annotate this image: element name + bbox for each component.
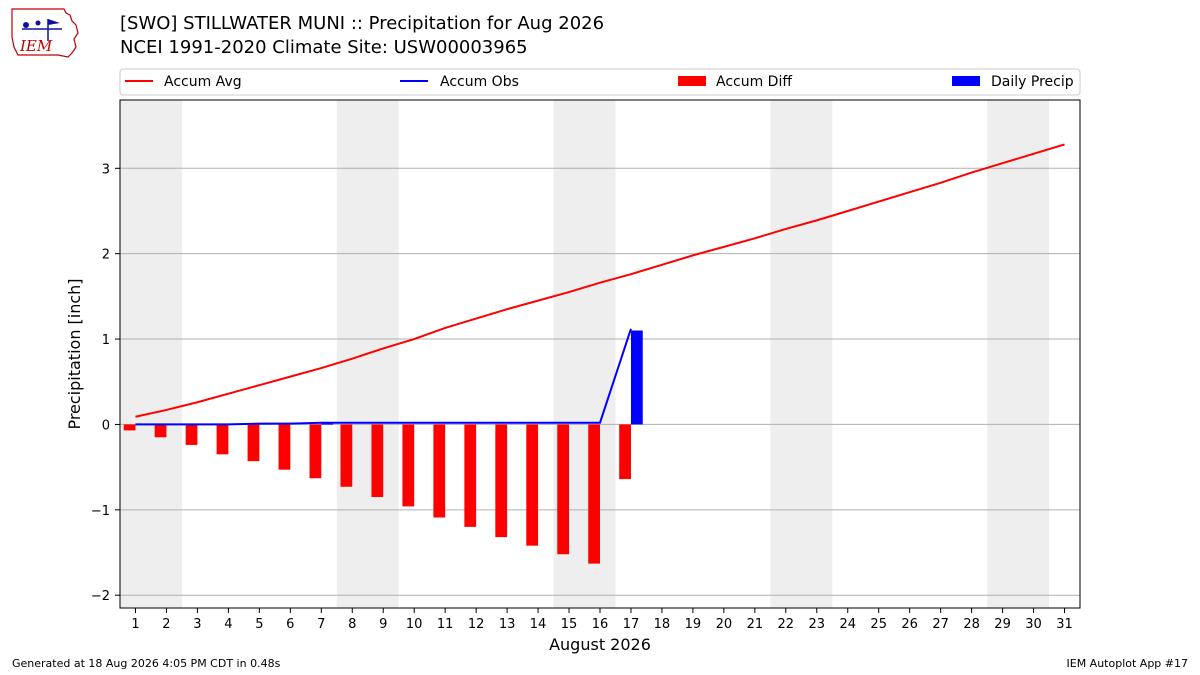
y-tick-label: 2 (102, 248, 110, 263)
legend-label-accum-diff: Accum Diff (716, 74, 792, 90)
y-tick-label: −2 (91, 589, 110, 604)
accum-diff-bar (123, 424, 136, 431)
y-tick-label: −1 (91, 504, 110, 519)
x-tick-label: 14 (530, 617, 547, 632)
x-tick-label: 10 (406, 617, 423, 632)
y-axis-label: Precipitation [inch] (65, 278, 84, 429)
x-tick-label: 16 (592, 617, 609, 632)
x-axis-label: August 2026 (549, 635, 651, 654)
accum-diff-bar (216, 424, 229, 455)
legend-swatch-daily-precip (952, 76, 980, 86)
x-tick-label: 27 (932, 617, 949, 632)
x-tick-label: 30 (1025, 617, 1042, 632)
x-tick-label: 17 (623, 617, 640, 632)
x-tick-label: 7 (317, 617, 325, 632)
chart-title: [SWO] STILLWATER MUNI :: Precipitation f… (120, 13, 605, 34)
iem-logo: IEM (11, 8, 79, 58)
legend-label-accum-obs: Accum Obs (440, 74, 519, 90)
logo-text: IEM (19, 37, 53, 55)
accum-diff-bar (619, 424, 631, 480)
legend: Accum Avg Accum Obs Accum Diff Daily Pre… (119, 68, 1081, 96)
legend-swatch-accum-diff (678, 76, 706, 86)
x-tick-label: 4 (224, 617, 232, 632)
x-tick-label: 15 (561, 617, 578, 632)
x-tick-label: 5 (255, 617, 263, 632)
x-tick-label: 13 (499, 617, 516, 632)
y-tick-label: 3 (102, 162, 110, 177)
x-tick-label: 8 (348, 617, 356, 632)
x-tick-label: 18 (654, 617, 671, 632)
accum-diff-bar (309, 424, 322, 479)
accum-diff-bar (185, 424, 198, 445)
x-tick-label: 1 (131, 617, 139, 632)
chart-subtitle: NCEI 1991-2020 Climate Site: USW00003965 (120, 37, 528, 58)
accum-diff-bar (526, 424, 539, 546)
x-tick-label: 22 (778, 617, 795, 632)
x-tick-label: 12 (468, 617, 485, 632)
x-tick-label: 9 (379, 617, 387, 632)
weekend-band-4 (770, 100, 833, 608)
x-tick-label: 26 (901, 617, 918, 632)
legend-label-accum-avg: Accum Avg (164, 74, 242, 90)
y-tick-label: 0 (102, 418, 110, 433)
x-tick-label: 6 (286, 617, 294, 632)
accum-diff-bar (557, 424, 570, 555)
weekend-band-5 (987, 100, 1050, 608)
daily-precip-bar (321, 423, 334, 425)
y-tick-label: 1 (102, 333, 110, 348)
x-tick-label: 28 (963, 617, 980, 632)
accum-avg-line (135, 143, 1065, 418)
x-tick-label: 19 (685, 617, 702, 632)
x-tick-label: 2 (162, 617, 170, 632)
accum-diff-bar (464, 424, 477, 527)
x-tick-label: 23 (809, 617, 826, 632)
accum-diff-bar (340, 424, 353, 487)
x-tick-label: 25 (870, 617, 887, 632)
x-tick-label: 20 (716, 617, 733, 632)
x-tick-label: 21 (747, 617, 764, 632)
accum-diff-bar (278, 424, 291, 470)
accum-diff-bar (588, 424, 600, 564)
x-tick-label: 31 (1056, 617, 1073, 632)
x-tick-label: 29 (994, 617, 1011, 632)
accum-diff-bar (371, 424, 384, 498)
daily-precip-bar (630, 330, 643, 425)
legend-label-daily-precip: Daily Precip (991, 74, 1074, 90)
accum-obs-line (135, 328, 632, 426)
footer-app-label: IEM Autoplot App #17 (1066, 657, 1189, 670)
accum-diff-bar (247, 424, 260, 462)
legend-box (119, 68, 1081, 96)
x-tick-label: 11 (437, 617, 454, 632)
x-tick-label: 24 (839, 617, 856, 632)
weekend-band-1 (120, 100, 182, 608)
footer-generated-text: Generated at 18 Aug 2026 4:05 PM CDT in … (12, 657, 281, 670)
accum-diff-bar (433, 424, 446, 518)
accum-diff-bar (495, 424, 508, 538)
accum-diff-bar (402, 424, 415, 507)
accum-diff-bar (154, 424, 167, 438)
x-tick-label: 3 (193, 617, 201, 632)
